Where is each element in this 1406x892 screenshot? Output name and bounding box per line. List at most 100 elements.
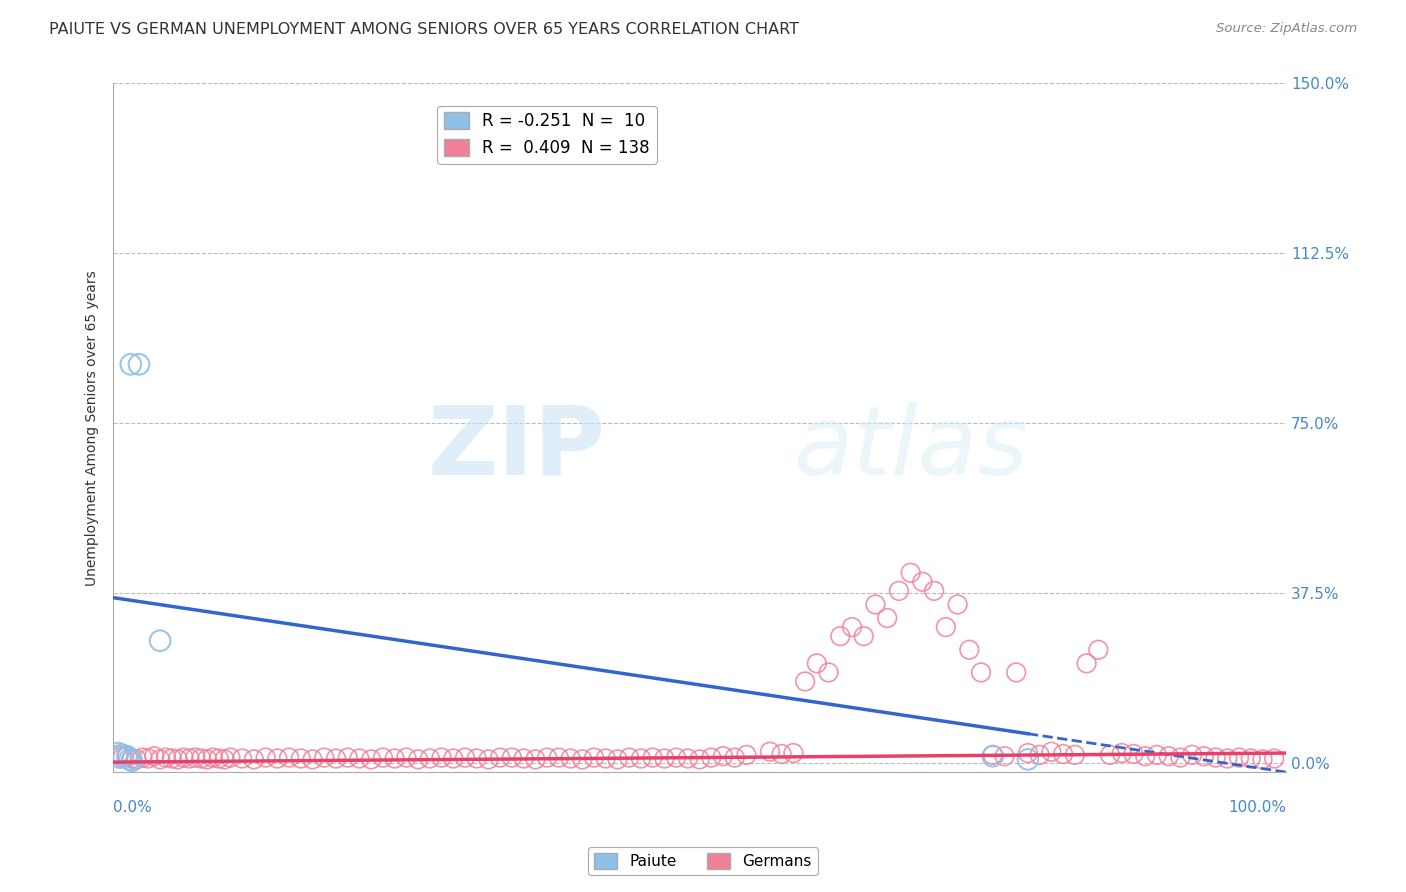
Point: [571, 752, 593, 766]
Point: [166, 752, 188, 766]
Point: [865, 598, 887, 612]
Y-axis label: Unemployment Among Seniors over 65 years: Unemployment Among Seniors over 65 years: [86, 270, 100, 586]
Point: [314, 750, 336, 764]
Point: [120, 357, 142, 371]
Point: [349, 751, 371, 765]
Point: [1122, 747, 1144, 761]
Point: [1146, 747, 1168, 762]
Point: [735, 747, 758, 762]
Point: [278, 750, 301, 764]
Point: [121, 754, 143, 768]
Point: [254, 750, 277, 764]
Point: [619, 750, 641, 764]
Point: [143, 749, 166, 764]
Point: [243, 752, 266, 766]
Point: [195, 752, 218, 766]
Point: [1052, 747, 1074, 761]
Point: [512, 751, 534, 765]
Point: [841, 620, 863, 634]
Point: [524, 752, 547, 766]
Point: [117, 749, 139, 764]
Point: [454, 750, 477, 764]
Point: [1240, 751, 1263, 765]
Point: [395, 750, 418, 764]
Point: [1157, 749, 1180, 764]
Point: [1087, 642, 1109, 657]
Point: [384, 751, 406, 765]
Point: [993, 749, 1015, 764]
Point: [214, 752, 236, 766]
Point: [173, 750, 195, 764]
Point: [689, 752, 711, 766]
Point: [111, 747, 134, 762]
Point: [981, 749, 1004, 764]
Point: [111, 750, 134, 764]
Point: [118, 752, 141, 766]
Point: [595, 751, 617, 765]
Point: [184, 750, 207, 764]
Point: [536, 750, 558, 764]
Point: [1135, 749, 1157, 764]
Point: [770, 747, 793, 761]
Point: [430, 750, 453, 764]
Point: [922, 583, 945, 598]
Point: [641, 750, 664, 764]
Legend: Paiute, Germans: Paiute, Germans: [588, 847, 818, 875]
Point: [852, 629, 875, 643]
Point: [1205, 750, 1227, 764]
Point: [1170, 750, 1192, 764]
Point: [149, 752, 172, 766]
Point: [128, 357, 150, 371]
Text: ZIP: ZIP: [427, 402, 606, 495]
Point: [724, 750, 747, 764]
Point: [676, 751, 699, 765]
Point: [606, 752, 628, 766]
Point: [1111, 746, 1133, 760]
Point: [700, 750, 723, 764]
Point: [1263, 751, 1285, 765]
Point: [1181, 747, 1204, 762]
Point: [1005, 665, 1028, 680]
Point: [806, 657, 828, 671]
Point: [794, 674, 817, 689]
Point: [1251, 752, 1274, 766]
Point: [231, 751, 253, 765]
Point: [160, 751, 183, 765]
Point: [465, 751, 488, 765]
Point: [179, 751, 201, 765]
Point: [630, 751, 652, 765]
Point: [501, 750, 523, 764]
Text: 0.0%: 0.0%: [114, 799, 152, 814]
Point: [266, 751, 288, 765]
Point: [957, 642, 980, 657]
Point: [149, 633, 172, 648]
Point: [547, 750, 569, 764]
Point: [131, 750, 153, 764]
Point: [1192, 749, 1215, 764]
Legend: R = -0.251  N =  10, R =  0.409  N = 138: R = -0.251 N = 10, R = 0.409 N = 138: [437, 105, 657, 163]
Point: [970, 665, 993, 680]
Point: [1028, 747, 1050, 762]
Point: [489, 750, 512, 764]
Point: [830, 629, 852, 643]
Point: [201, 750, 224, 764]
Point: [419, 751, 441, 765]
Point: [759, 745, 782, 759]
Text: PAIUTE VS GERMAN UNEMPLOYMENT AMONG SENIORS OVER 65 YEARS CORRELATION CHART: PAIUTE VS GERMAN UNEMPLOYMENT AMONG SENI…: [49, 22, 799, 37]
Point: [336, 750, 359, 764]
Point: [121, 751, 143, 765]
Point: [876, 611, 898, 625]
Point: [110, 750, 132, 764]
Point: [1040, 745, 1063, 759]
Point: [1063, 747, 1085, 762]
Point: [1227, 750, 1250, 764]
Point: [1017, 746, 1039, 760]
Point: [582, 750, 605, 764]
Point: [1017, 752, 1039, 766]
Point: [1216, 751, 1239, 765]
Point: [360, 752, 382, 766]
Point: [711, 749, 734, 764]
Text: 100.0%: 100.0%: [1227, 799, 1286, 814]
Point: [911, 574, 934, 589]
Point: [1099, 747, 1122, 762]
